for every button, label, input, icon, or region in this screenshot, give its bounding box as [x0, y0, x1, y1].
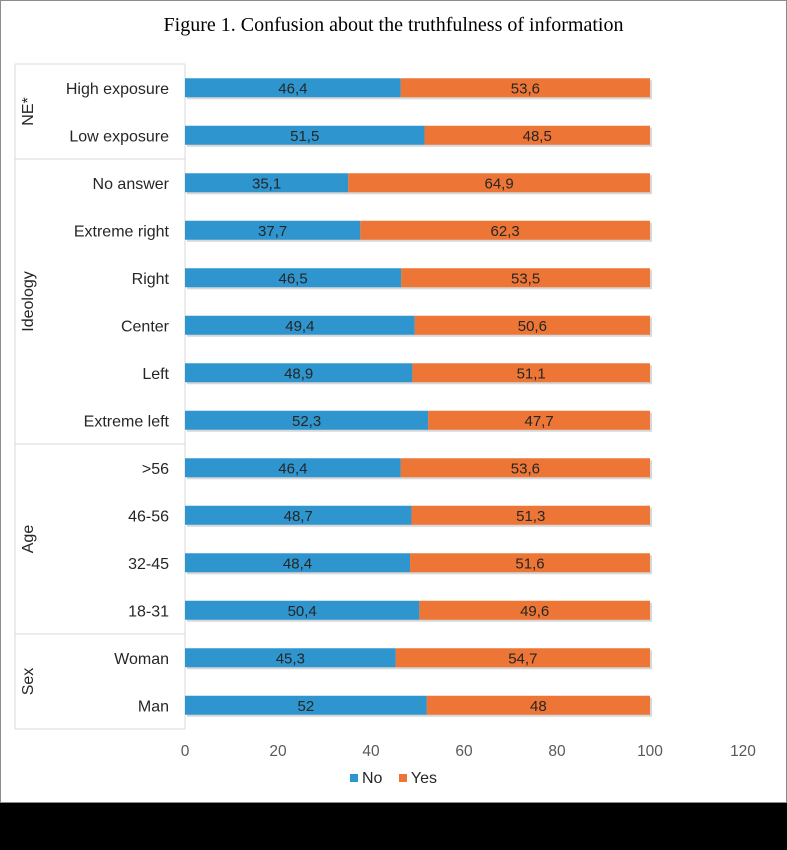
bar-no — [185, 125, 425, 145]
bar-yes — [419, 600, 650, 620]
group-label: Sex — [20, 668, 37, 696]
bar-yes — [360, 220, 650, 240]
data-label: 51,5 — [290, 128, 319, 145]
bar-yes — [348, 173, 650, 193]
bar-no — [185, 363, 413, 383]
data-label: 48,9 — [284, 365, 313, 382]
bar-no — [185, 173, 349, 193]
bar-yes — [395, 648, 650, 668]
bar-no — [185, 648, 396, 668]
data-label: 51,3 — [516, 508, 545, 525]
legend-item-no: No — [349, 770, 383, 788]
group-label: Age — [20, 525, 37, 554]
legend-item-yes: Yes — [398, 770, 437, 788]
bar-yes — [414, 315, 650, 335]
legend-label-no: No — [361, 770, 383, 787]
data-label: 54,7 — [508, 650, 537, 667]
chart-title: Figure 1. Confusion about the truthfulne… — [163, 14, 624, 36]
category-label: Left — [142, 366, 169, 383]
x-tick-label: 60 — [455, 743, 473, 760]
category-label: Woman — [114, 651, 169, 668]
category-label: >56 — [142, 461, 169, 478]
data-label: 50,4 — [288, 603, 317, 620]
bar-yes — [410, 553, 650, 573]
category-label: No answer — [93, 176, 170, 193]
category-label: 46-56 — [128, 508, 169, 525]
category-label: Extreme left — [84, 413, 170, 430]
data-label: 49,6 — [520, 603, 549, 620]
category-label: Man — [138, 698, 169, 715]
category-label: Low exposure — [69, 128, 169, 145]
x-tick-label: 0 — [181, 743, 190, 760]
data-label: 46,5 — [279, 270, 308, 287]
bar-yes — [400, 458, 650, 478]
data-label: 52 — [298, 698, 315, 715]
data-label: 45,3 — [276, 650, 305, 667]
data-label: 47,7 — [524, 413, 553, 430]
legend-swatch-yes — [398, 774, 407, 782]
bar-yes — [412, 363, 650, 383]
category-label: High exposure — [66, 81, 169, 98]
x-tick-label: 20 — [269, 743, 287, 760]
bar-no — [185, 600, 420, 620]
bar-yes — [428, 410, 650, 430]
bar-no — [185, 315, 415, 335]
group-label: Ideology — [20, 271, 37, 332]
bar-no — [185, 268, 402, 288]
category-label: 18-31 — [128, 603, 169, 620]
x-tick-label: 40 — [362, 743, 380, 760]
data-label: 62,3 — [491, 223, 520, 240]
data-label: 48,7 — [284, 508, 313, 525]
bar-no — [185, 410, 429, 430]
bar-no — [185, 505, 412, 525]
group-label: NE* — [20, 97, 37, 125]
bar-yes — [426, 695, 650, 715]
bar-no — [185, 458, 401, 478]
bar-yes — [400, 78, 650, 98]
data-label: 53,5 — [511, 270, 540, 287]
legend: No Yes — [0, 770, 787, 788]
data-label: 48 — [530, 698, 547, 715]
category-label: Right — [132, 271, 170, 288]
data-label: 49,4 — [285, 318, 314, 335]
x-tick-label: 100 — [637, 743, 663, 760]
category-label: Extreme right — [74, 223, 170, 240]
data-label: 48,4 — [283, 555, 312, 572]
data-label: 52,3 — [292, 413, 321, 430]
data-label: 64,9 — [485, 175, 514, 192]
data-label: 35,1 — [252, 175, 281, 192]
data-label: 50,6 — [518, 318, 547, 335]
data-label: 46,4 — [278, 80, 307, 97]
bar-no — [185, 78, 401, 98]
legend-swatch-no — [349, 774, 358, 782]
bar-no — [185, 553, 411, 573]
bar-yes — [411, 505, 650, 525]
data-label: 48,5 — [523, 128, 552, 145]
bar-no — [185, 695, 427, 715]
data-label: 51,6 — [515, 555, 544, 572]
bar-no — [185, 220, 361, 240]
data-label: 53,6 — [511, 460, 540, 477]
x-tick-label: 80 — [548, 743, 566, 760]
data-label: 53,6 — [511, 80, 540, 97]
legend-label-yes: Yes — [410, 770, 437, 787]
data-label: 37,7 — [258, 223, 287, 240]
category-label: 32-45 — [128, 556, 169, 573]
category-label: Center — [121, 318, 170, 335]
bar-yes — [401, 268, 650, 288]
bar-yes — [424, 125, 650, 145]
data-label: 46,4 — [278, 460, 307, 477]
data-label: 51,1 — [517, 365, 546, 382]
x-tick-label: 120 — [730, 743, 756, 760]
